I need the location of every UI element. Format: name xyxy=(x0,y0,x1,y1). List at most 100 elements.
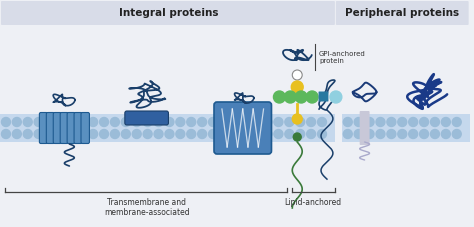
Circle shape xyxy=(143,129,152,138)
Circle shape xyxy=(12,129,21,138)
FancyBboxPatch shape xyxy=(360,111,370,145)
FancyBboxPatch shape xyxy=(1,1,335,25)
Circle shape xyxy=(23,129,32,138)
FancyBboxPatch shape xyxy=(60,113,69,143)
Circle shape xyxy=(343,118,352,126)
Circle shape xyxy=(110,129,119,138)
Circle shape xyxy=(285,118,294,126)
Circle shape xyxy=(89,118,98,126)
Circle shape xyxy=(121,129,130,138)
Circle shape xyxy=(198,129,207,138)
Circle shape xyxy=(274,118,283,126)
Circle shape xyxy=(56,118,65,126)
Circle shape xyxy=(452,129,461,138)
Circle shape xyxy=(398,118,407,126)
Circle shape xyxy=(187,118,196,126)
Circle shape xyxy=(132,129,141,138)
Circle shape xyxy=(430,118,439,126)
Circle shape xyxy=(307,129,316,138)
Circle shape xyxy=(409,129,418,138)
Circle shape xyxy=(132,118,141,126)
Text: Transmembrane and
membrane-associated: Transmembrane and membrane-associated xyxy=(104,198,190,217)
Circle shape xyxy=(78,118,87,126)
Circle shape xyxy=(67,129,76,138)
FancyBboxPatch shape xyxy=(214,102,272,154)
Circle shape xyxy=(441,129,450,138)
Circle shape xyxy=(230,118,239,126)
Text: Integral proteins: Integral proteins xyxy=(118,8,218,18)
Circle shape xyxy=(318,129,327,138)
Circle shape xyxy=(219,129,228,138)
Circle shape xyxy=(398,129,407,138)
Circle shape xyxy=(318,118,327,126)
Circle shape xyxy=(219,118,228,126)
Bar xyxy=(0,114,335,142)
Circle shape xyxy=(100,129,109,138)
Circle shape xyxy=(293,133,301,141)
FancyBboxPatch shape xyxy=(46,113,55,143)
Circle shape xyxy=(376,118,385,126)
Circle shape xyxy=(198,118,207,126)
Circle shape xyxy=(284,91,296,103)
Circle shape xyxy=(187,129,196,138)
Circle shape xyxy=(154,129,163,138)
FancyBboxPatch shape xyxy=(74,113,82,143)
Circle shape xyxy=(176,118,185,126)
Circle shape xyxy=(154,118,163,126)
Circle shape xyxy=(176,129,185,138)
FancyBboxPatch shape xyxy=(53,113,62,143)
Circle shape xyxy=(409,118,418,126)
Circle shape xyxy=(307,118,316,126)
Circle shape xyxy=(209,129,218,138)
Circle shape xyxy=(263,118,272,126)
Circle shape xyxy=(121,118,130,126)
Circle shape xyxy=(252,118,261,126)
FancyBboxPatch shape xyxy=(67,113,75,143)
FancyBboxPatch shape xyxy=(319,91,328,101)
Circle shape xyxy=(387,129,396,138)
Circle shape xyxy=(209,118,218,126)
Circle shape xyxy=(110,118,119,126)
Circle shape xyxy=(89,129,98,138)
Circle shape xyxy=(292,114,302,124)
Circle shape xyxy=(165,129,174,138)
Circle shape xyxy=(419,129,428,138)
FancyBboxPatch shape xyxy=(125,111,168,125)
Circle shape xyxy=(354,118,363,126)
Circle shape xyxy=(12,118,21,126)
Circle shape xyxy=(354,129,363,138)
Circle shape xyxy=(165,118,174,126)
Circle shape xyxy=(376,129,385,138)
Circle shape xyxy=(241,118,250,126)
Circle shape xyxy=(296,129,305,138)
Circle shape xyxy=(1,129,10,138)
Circle shape xyxy=(365,129,374,138)
Circle shape xyxy=(365,118,374,126)
Circle shape xyxy=(67,118,76,126)
Circle shape xyxy=(274,129,283,138)
Circle shape xyxy=(252,129,261,138)
FancyBboxPatch shape xyxy=(336,1,469,25)
Circle shape xyxy=(343,129,352,138)
Circle shape xyxy=(295,91,307,103)
Circle shape xyxy=(263,129,272,138)
Circle shape xyxy=(34,118,43,126)
Circle shape xyxy=(78,129,87,138)
Circle shape xyxy=(452,118,461,126)
Circle shape xyxy=(230,129,239,138)
Circle shape xyxy=(45,118,54,126)
Circle shape xyxy=(143,118,152,126)
FancyBboxPatch shape xyxy=(39,113,48,143)
Circle shape xyxy=(292,81,303,93)
Circle shape xyxy=(430,129,439,138)
Circle shape xyxy=(330,91,342,103)
Bar xyxy=(342,114,470,142)
Circle shape xyxy=(306,91,318,103)
Circle shape xyxy=(1,118,10,126)
Circle shape xyxy=(45,129,54,138)
Circle shape xyxy=(441,118,450,126)
Circle shape xyxy=(419,118,428,126)
FancyBboxPatch shape xyxy=(81,113,90,143)
Circle shape xyxy=(285,129,294,138)
Circle shape xyxy=(56,129,65,138)
